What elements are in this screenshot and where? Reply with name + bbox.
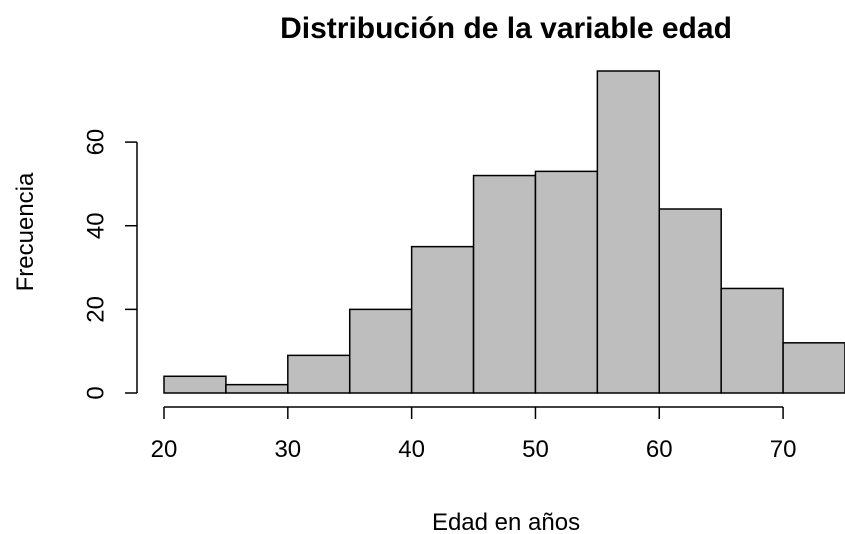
histogram-bar [163,375,227,394]
x-tick-label: 20 [151,436,178,463]
y-tick-label: 20 [82,296,109,323]
x-tick-label: 30 [274,436,301,463]
histogram-bar [225,383,289,394]
x-tick-label: 70 [770,436,797,463]
x-tick-label: 60 [646,436,673,463]
histogram-bar [720,287,784,394]
histogram-bar [472,174,537,394]
x-tick-label: 40 [398,436,425,463]
x-axis: 20 30 40 50 60 70 [151,406,797,463]
histogram-bar [658,208,722,394]
x-tick-label: 50 [522,436,549,463]
y-tick-label: 60 [82,129,109,156]
histogram-bar [410,245,475,394]
histogram-bar [596,70,661,394]
histogram-bar [782,342,845,394]
bars-group [163,70,845,394]
y-tick-label: 0 [82,386,109,399]
y-tick-label: 40 [82,212,109,239]
x-axis-label: Edad en años [432,509,580,534]
histogram-bar [348,308,413,394]
y-axis-label: Frecuencia [12,172,39,291]
chart-title: Distribución de la variable edad [280,12,732,45]
histogram-bar [287,354,351,394]
histogram-bar [534,170,599,394]
y-axis: 0 20 40 60 [82,129,138,400]
